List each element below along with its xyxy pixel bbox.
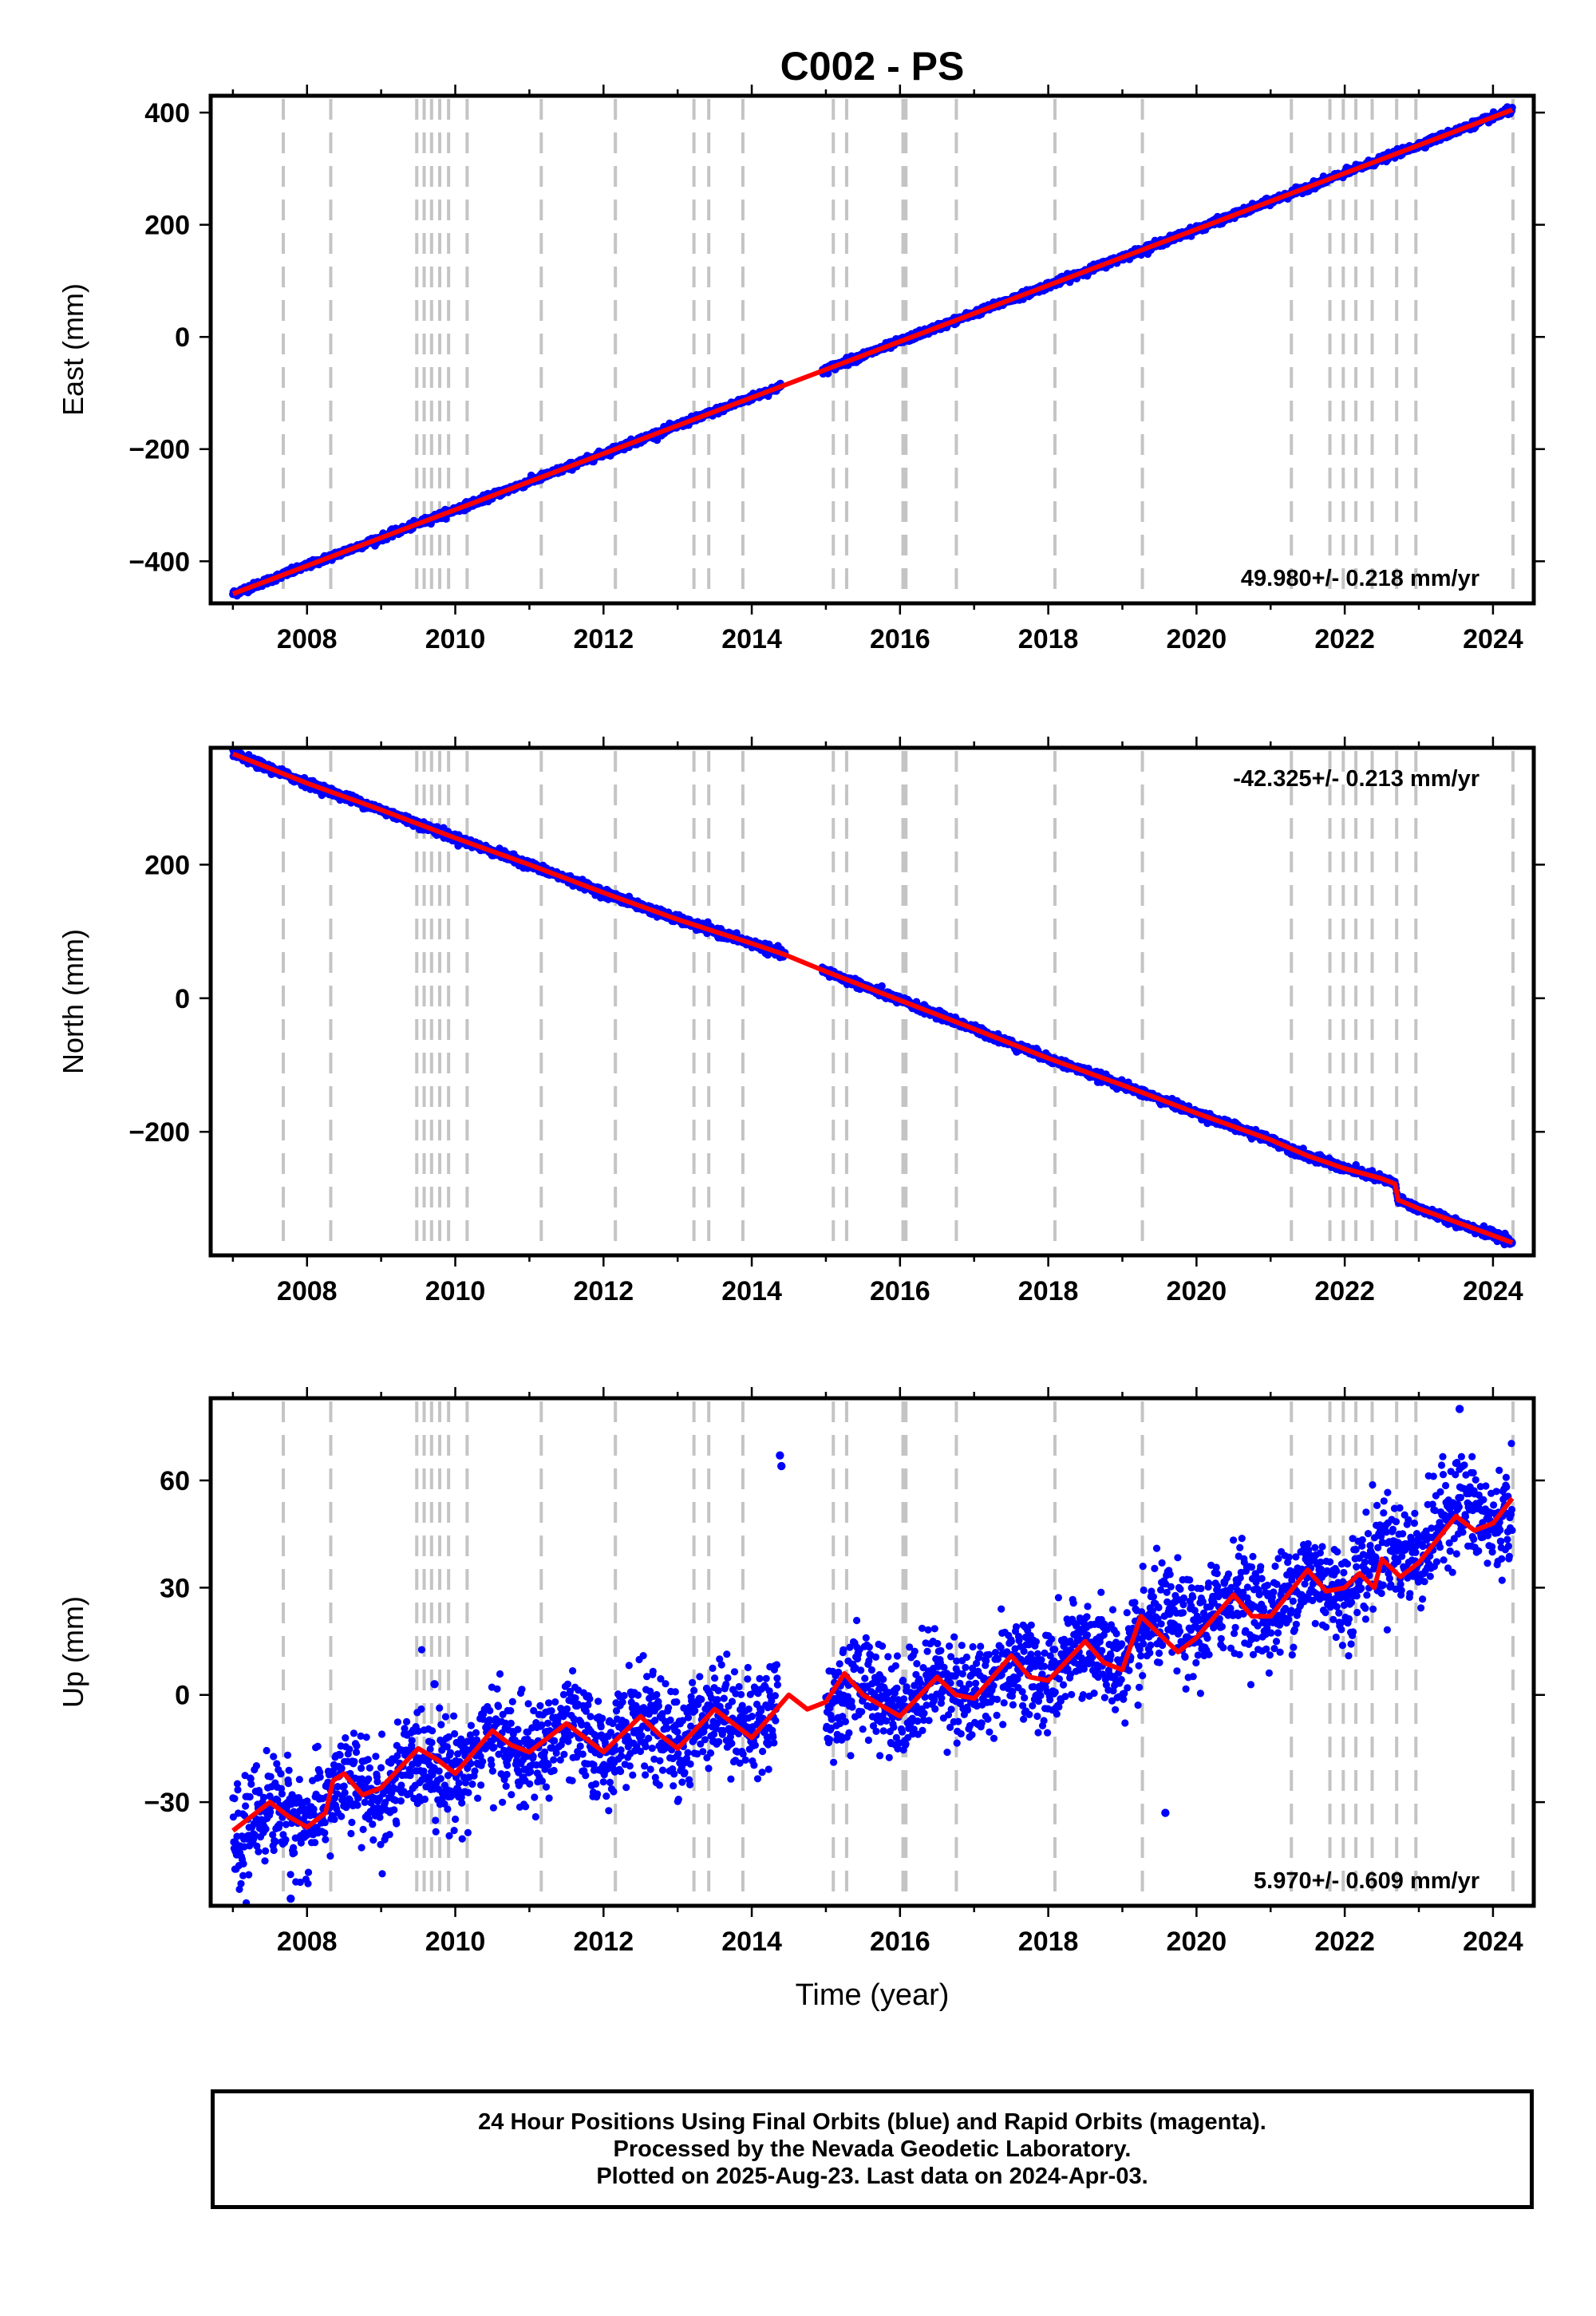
figure-title: C002 - PS bbox=[780, 44, 965, 89]
x-tick-label: 2016 bbox=[870, 624, 930, 654]
east-panel: 2008 2010 2012 2014 2016 2018 2020 2022 2024 −400… bbox=[57, 85, 1545, 654]
event-lines bbox=[282, 99, 1515, 600]
data-point bbox=[878, 982, 886, 990]
x-tick-label: 2008 bbox=[277, 624, 338, 654]
x-tick-label: 2014 bbox=[721, 624, 782, 654]
x-tick-label: 2018 bbox=[1018, 624, 1079, 654]
x-tick-label: 2022 bbox=[1314, 624, 1375, 654]
y-tick-label: 200 bbox=[144, 211, 190, 241]
y-tick-label: −400 bbox=[128, 547, 190, 577]
model-fit-line bbox=[231, 107, 1514, 596]
axes-frame bbox=[208, 93, 1536, 606]
north-panel: 2008 2010 2012 2014 2016 2018 2020 2022 2024−200… bbox=[57, 737, 1545, 1306]
x-tick-label: 2024 bbox=[1463, 624, 1523, 654]
y-tick-label: −200 bbox=[128, 435, 190, 465]
y-tick-label: 0 bbox=[175, 322, 190, 353]
y-axis-title: East (mm) bbox=[57, 283, 89, 416]
x-tick-label: 2020 bbox=[1167, 624, 1227, 654]
velocity-annotation: 49.980+/- 0.218 mm/yr bbox=[1241, 566, 1479, 591]
data-points bbox=[229, 748, 1516, 1249]
y-axis: −400 −200 0 200 400 bbox=[128, 98, 1545, 577]
x-tick-label: 2012 bbox=[573, 624, 634, 654]
x-tick-label: 2010 bbox=[425, 624, 486, 654]
y-tick-label: 400 bbox=[144, 98, 190, 128]
x-axis: 2008 2010 2012 2014 2016 2018 2020 2022 2024 bbox=[231, 85, 1523, 654]
